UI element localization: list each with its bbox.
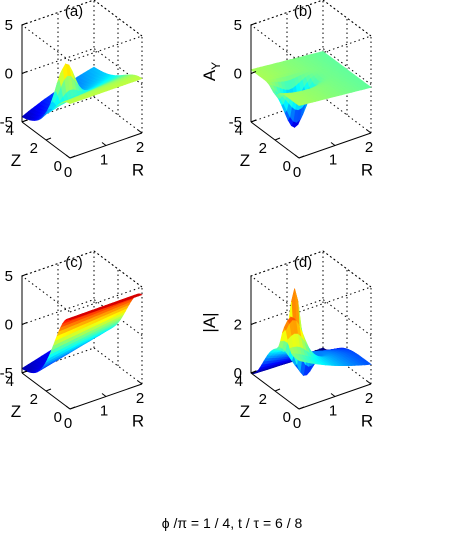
z-tick-mark: [21, 22, 28, 26]
z-tick-mark: [250, 71, 257, 74]
z-tick-label: 5: [234, 17, 242, 34]
y-tick-mark: [45, 388, 52, 392]
x-axis-label: R: [361, 412, 373, 431]
x-tick-label: 2: [365, 390, 373, 407]
y-axis-label: Z: [240, 402, 250, 421]
y-tick-mark: [69, 406, 76, 410]
axes: 50-5024012AZZR: [0, 268, 144, 432]
x-tick-label: 1: [329, 403, 337, 420]
z-tick-label: 2: [234, 317, 242, 334]
y-tick-mark: [274, 388, 281, 392]
x-tick-mark: [65, 154, 71, 159]
x-tick-label: 0: [64, 415, 72, 432]
y-tick-label: 2: [259, 140, 267, 157]
figure-caption: ϕ /π = 1 / 4, t / τ = 6 / 8: [162, 515, 303, 531]
x-tick-label: 1: [100, 152, 108, 169]
z-tick-mark: [250, 322, 257, 325]
z-tick-mark: [250, 22, 257, 26]
surface-panel-c: 50-5024012AZZR(c): [0, 250, 144, 432]
y-tick-label: 0: [54, 409, 62, 426]
y-tick-mark: [21, 370, 28, 374]
surface-mesh: [250, 288, 372, 377]
y-tick-mark: [21, 119, 28, 123]
x-tick-mark: [294, 405, 300, 410]
panel-label: (d): [294, 254, 312, 271]
z-tick-label: 0: [234, 365, 242, 382]
z-tick-mark: [21, 273, 28, 277]
z-tick-label: 0: [5, 66, 13, 83]
y-tick-label: 2: [30, 391, 38, 408]
panel-label: (a): [65, 3, 83, 20]
x-tick-label: 1: [100, 403, 108, 420]
y-tick-label: 4: [6, 122, 14, 139]
x-tick-mark: [101, 393, 107, 397]
z-tick-label: 0: [5, 317, 13, 334]
y-tick-label: 2: [30, 140, 38, 157]
x-tick-mark: [330, 142, 336, 146]
x-axis-label: R: [132, 161, 144, 180]
y-axis-label: Z: [11, 151, 21, 170]
panel-label: (b): [294, 3, 312, 20]
axis-box: [20, 250, 144, 385]
x-axis-label: R: [361, 161, 373, 180]
z-tick-mark: [21, 71, 28, 74]
y-tick-label: 0: [54, 158, 62, 175]
y-axis-label: Z: [240, 151, 250, 170]
y-tick-label: 0: [283, 158, 291, 175]
z-tick-label: 5: [5, 17, 13, 34]
axes: 50-5024012AXZR: [0, 17, 144, 181]
y-tick-label: 4: [235, 373, 243, 390]
x-tick-label: 0: [293, 415, 301, 432]
y-tick-label: 0: [283, 409, 291, 426]
y-tick-mark: [274, 137, 281, 141]
y-tick-mark: [250, 119, 257, 123]
x-tick-label: 2: [136, 139, 144, 156]
x-axis-label: R: [132, 412, 144, 431]
z-tick-mark: [21, 322, 28, 325]
z-tick-label: -5: [229, 114, 242, 131]
y-tick-mark: [45, 137, 52, 141]
x-tick-label: 2: [365, 139, 373, 156]
z-axis-label: |A|: [200, 312, 219, 332]
x-tick-mark: [366, 380, 372, 385]
surface-mesh: [21, 63, 143, 121]
y-tick-label: 2: [259, 391, 267, 408]
y-tick-mark: [298, 155, 305, 159]
surface-panel-a: 50-5024012AXZR(a): [0, 0, 144, 181]
surface-mesh: [250, 51, 372, 128]
x-tick-mark: [137, 129, 143, 134]
z-tick-label: -5: [0, 365, 13, 382]
x-tick-mark: [101, 142, 107, 146]
x-tick-mark: [137, 380, 143, 385]
y-axis-label: Z: [11, 402, 21, 421]
y-tick-mark: [250, 370, 257, 374]
z-tick-label: 5: [5, 268, 13, 285]
x-tick-mark: [366, 129, 372, 134]
x-tick-label: 0: [293, 164, 301, 181]
z-tick-label: -5: [0, 114, 13, 131]
y-tick-mark: [298, 406, 305, 410]
surface-mesh: [21, 293, 143, 374]
z-tick-label: 0: [234, 66, 242, 83]
y-tick-label: 4: [6, 373, 14, 390]
x-tick-label: 2: [136, 390, 144, 407]
axis-box: [20, 0, 144, 134]
x-tick-label: 1: [329, 152, 337, 169]
x-tick-label: 0: [64, 164, 72, 181]
x-tick-mark: [65, 405, 71, 410]
z-axis-label: AY: [200, 62, 223, 81]
x-tick-mark: [294, 154, 300, 159]
panel-label: (c): [65, 254, 83, 271]
y-tick-mark: [69, 155, 76, 159]
y-tick-label: 4: [235, 122, 243, 139]
x-tick-mark: [330, 393, 336, 397]
